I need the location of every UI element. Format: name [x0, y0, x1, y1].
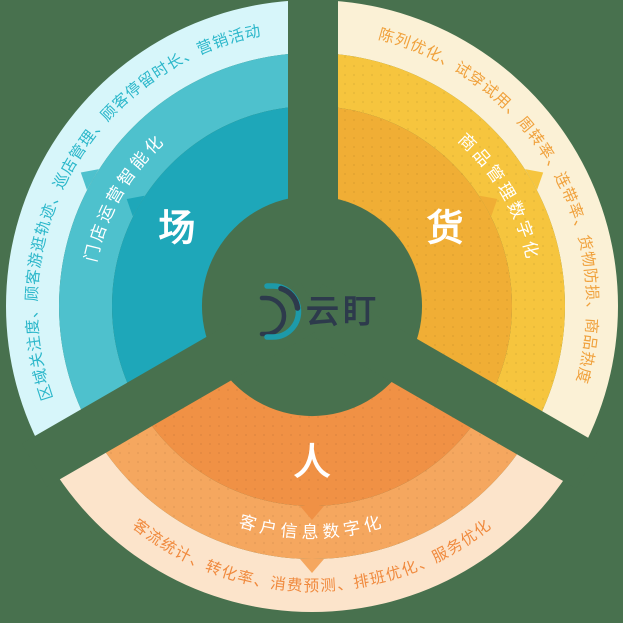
- sector-venue: [6, 0, 313, 459]
- venue-outer-ring: [6, 0, 312, 459]
- logo-d-inner-shape: [259, 295, 287, 337]
- sector-people: [47, 361, 577, 612]
- sector-goods: [312, 0, 618, 459]
- people-arrow-inner: [300, 506, 324, 520]
- goods-arrow-middle: [525, 169, 544, 190]
- venue-middle-ring: [59, 53, 313, 433]
- goods-arrow-inner: [479, 195, 498, 217]
- people-inner-ring-texture: [138, 361, 486, 506]
- people-core-label: 人: [294, 442, 331, 483]
- sector-gap: [288, 0, 338, 308]
- logo-brand-text: 云盯: [306, 293, 380, 330]
- sector-gap: [21, 282, 326, 487]
- goods-inner-ring-texture: [312, 106, 512, 406]
- sector-gap: [297, 284, 602, 489]
- venue-arrow-inner: [126, 195, 145, 217]
- people-outer-ring: [47, 432, 577, 612]
- logo-d-mark-icon: [259, 283, 302, 340]
- brand-logo: 云盯: [259, 283, 380, 340]
- venue-core-label: 场: [158, 208, 195, 249]
- people-arrow-middle: [300, 559, 324, 573]
- sector-gaps: [21, 0, 602, 489]
- goods-outer-ring: [312, 0, 618, 459]
- goods-middle-ring-texture: [312, 53, 565, 433]
- people-middle-ring-texture: [92, 406, 532, 559]
- goods-core-label: 货: [427, 208, 464, 249]
- venue-arrow-middle: [80, 169, 99, 190]
- venue-inner-ring: [112, 106, 312, 406]
- logo-d-accent: [278, 285, 301, 311]
